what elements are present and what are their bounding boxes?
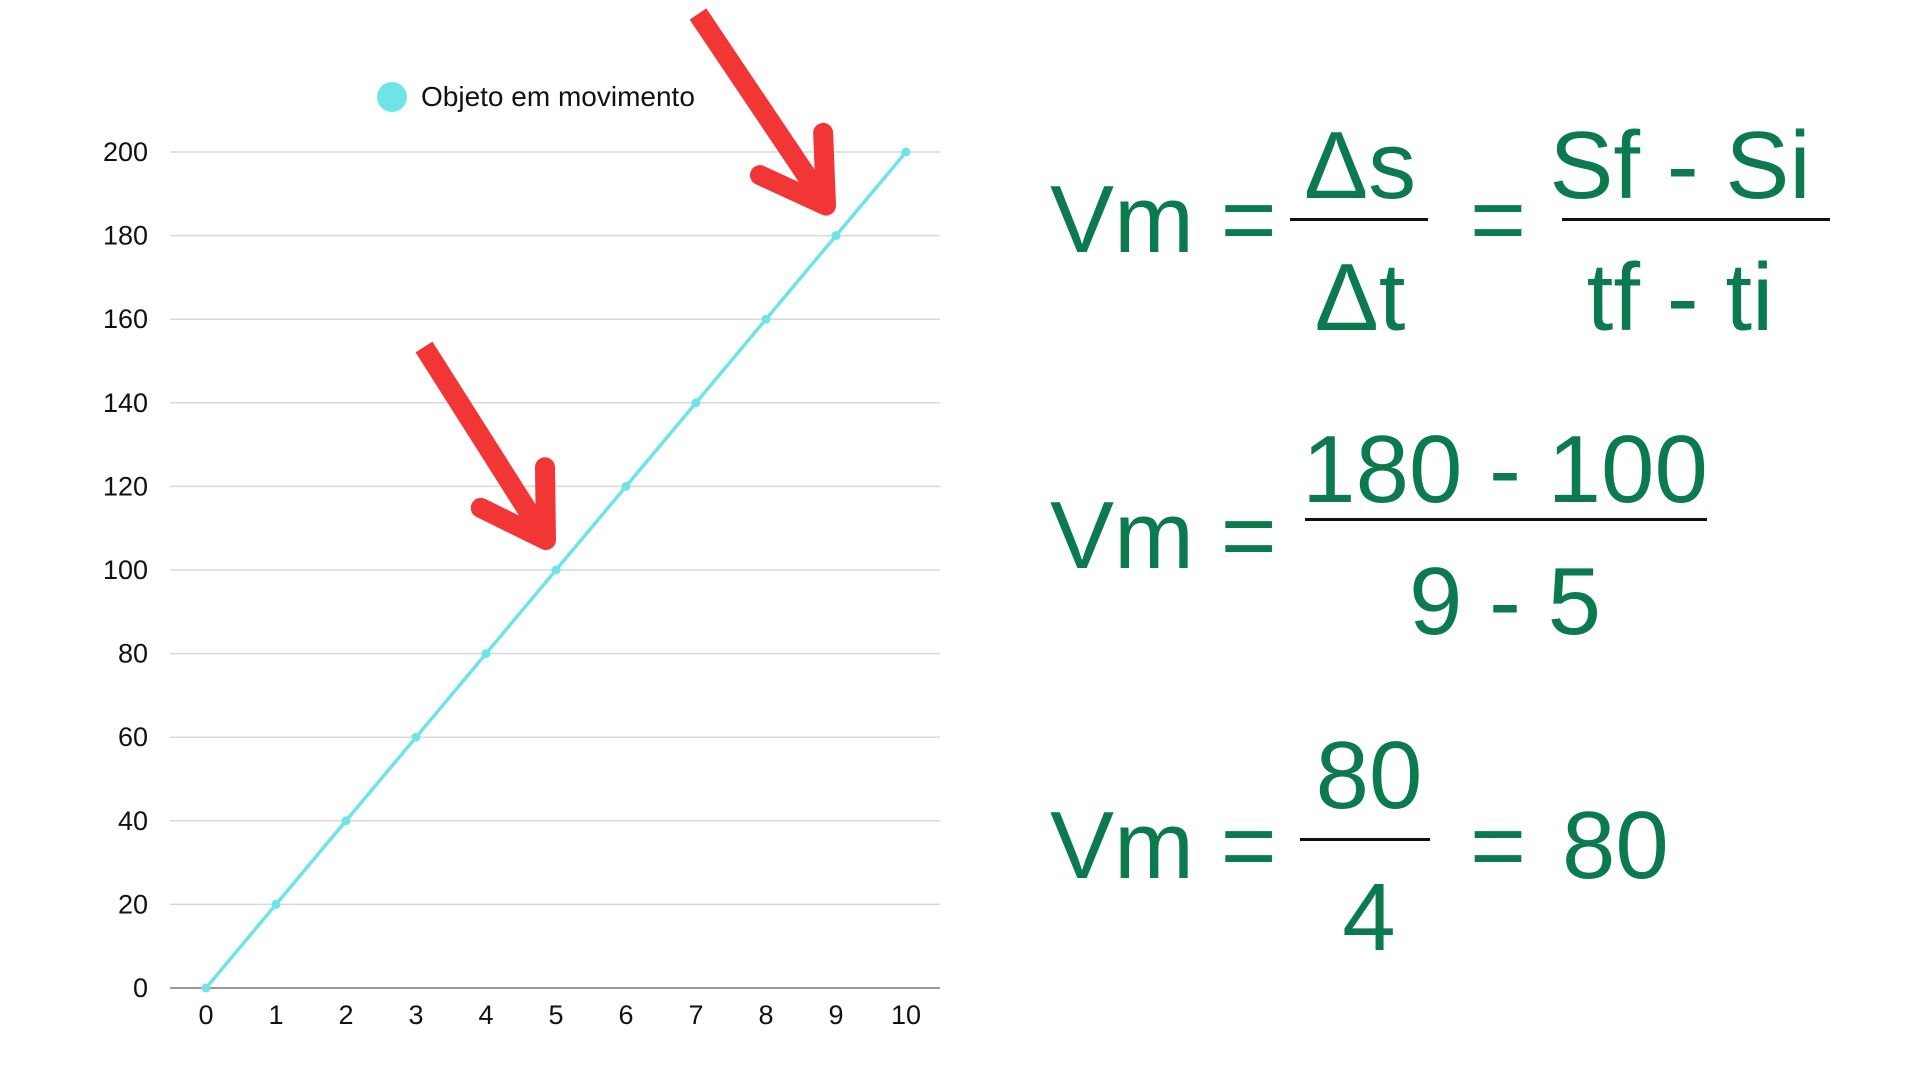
y-tick-label: 100 xyxy=(103,555,148,585)
formula3-lhs: Vm = xyxy=(1050,792,1277,899)
x-tick-label: 0 xyxy=(198,1000,213,1030)
formula1-frac1-numerator: Δs xyxy=(1303,112,1417,219)
formula2-denominator: 9 - 5 xyxy=(1408,548,1602,655)
formula3-numerator: 80 xyxy=(1315,722,1423,829)
x-tick-label: 4 xyxy=(478,1000,493,1030)
x-tick-label: 1 xyxy=(268,1000,283,1030)
formula3-bar xyxy=(1300,838,1430,841)
line-chart: 0 20 40 60 80 100 120 140 160 180 200 0 1 2 3 4 5 6 7 8 9 10… xyxy=(103,8,940,1030)
formula1-frac2-denominator: tf - ti xyxy=(1586,244,1774,351)
data-point xyxy=(621,481,631,491)
x-tick-label: 3 xyxy=(408,1000,423,1030)
x-tick-label: 9 xyxy=(828,1000,843,1030)
chart-legend: Objeto em movimento xyxy=(377,81,695,112)
y-tick-label: 120 xyxy=(103,471,148,501)
y-tick-label: 200 xyxy=(103,137,148,167)
series-objeto-em-movimento xyxy=(201,147,911,993)
x-tick-label: 7 xyxy=(688,1000,703,1030)
data-point xyxy=(831,231,841,241)
red-arrow xyxy=(415,341,556,550)
formula2-numerator: 180 - 100 xyxy=(1302,416,1708,523)
data-point xyxy=(761,314,771,324)
data-point xyxy=(901,147,911,157)
annotation-arrows xyxy=(415,8,836,550)
y-tick-label: 80 xyxy=(118,639,148,669)
y-tick-label: 40 xyxy=(118,806,148,836)
x-axis-ticks: 0 1 2 3 4 5 6 7 8 9 10 xyxy=(198,1000,921,1030)
red-arrow xyxy=(689,8,836,216)
formula2-bar xyxy=(1305,518,1707,521)
formula2-lhs: Vm = xyxy=(1050,482,1277,589)
formula1-frac1-denominator: Δt xyxy=(1314,244,1406,351)
data-point xyxy=(271,899,281,909)
x-tick-label: 8 xyxy=(758,1000,773,1030)
x-tick-label: 2 xyxy=(338,1000,353,1030)
formula3-denominator: 4 xyxy=(1342,864,1396,971)
y-tick-label: 60 xyxy=(118,722,148,752)
data-point xyxy=(551,565,561,575)
formula3-equals: = xyxy=(1470,792,1527,899)
x-tick-label: 5 xyxy=(548,1000,563,1030)
y-tick-label: 140 xyxy=(103,388,148,418)
y-tick-label: 180 xyxy=(103,221,148,251)
y-tick-label: 160 xyxy=(103,304,148,334)
formula1-frac2-numerator: Sf - Si xyxy=(1549,112,1811,219)
data-point xyxy=(691,398,701,408)
y-axis-ticks: 0 20 40 60 80 100 120 140 160 180 200 xyxy=(103,137,148,1003)
x-tick-label: 6 xyxy=(618,1000,633,1030)
data-point xyxy=(341,816,351,826)
formula1-frac2-bar xyxy=(1562,218,1830,221)
y-tick-label: 0 xyxy=(133,973,148,1003)
formula1-frac1-bar xyxy=(1290,218,1428,221)
data-point xyxy=(411,732,421,742)
x-tick-label: 10 xyxy=(891,1000,921,1030)
formula3-result: 80 xyxy=(1562,792,1669,899)
data-point xyxy=(201,983,211,993)
data-point xyxy=(481,649,491,659)
formula1-equals: = xyxy=(1470,166,1527,273)
legend-swatch xyxy=(377,82,407,112)
legend-label: Objeto em movimento xyxy=(421,81,695,112)
y-tick-label: 20 xyxy=(118,889,148,919)
formula1-lhs: Vm = xyxy=(1050,166,1277,273)
